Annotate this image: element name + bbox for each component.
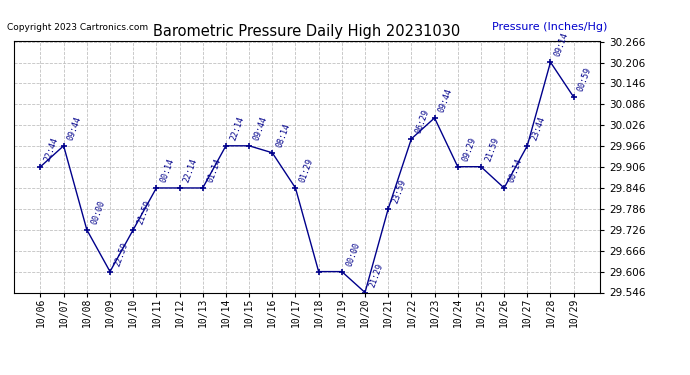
Text: 09:44: 09:44: [252, 115, 269, 142]
Text: 06:29: 06:29: [414, 108, 431, 135]
Text: Pressure (Inches/Hg): Pressure (Inches/Hg): [492, 22, 607, 32]
Text: 09:29: 09:29: [460, 136, 477, 162]
Text: 00:00: 00:00: [90, 199, 107, 226]
Text: 21:59: 21:59: [484, 136, 501, 162]
Text: 00:59: 00:59: [576, 66, 593, 93]
Text: 08:14: 08:14: [275, 122, 292, 148]
Text: 01:29: 01:29: [298, 157, 315, 184]
Text: 00:14: 00:14: [507, 157, 524, 184]
Text: 23:44: 23:44: [530, 115, 547, 142]
Text: 21:59: 21:59: [136, 199, 153, 226]
Text: 21:29: 21:29: [368, 262, 385, 288]
Text: 22:44: 22:44: [43, 136, 60, 162]
Text: 00:14: 00:14: [159, 157, 176, 184]
Text: 09:44: 09:44: [66, 115, 83, 142]
Text: 22:14: 22:14: [182, 157, 199, 184]
Text: 23:59: 23:59: [391, 178, 408, 205]
Text: Copyright 2023 Cartronics.com: Copyright 2023 Cartronics.com: [7, 23, 148, 32]
Text: 09:44: 09:44: [437, 87, 454, 114]
Text: 01:14: 01:14: [206, 157, 222, 184]
Text: 22:59: 22:59: [112, 241, 130, 267]
Title: Barometric Pressure Daily High 20231030: Barometric Pressure Daily High 20231030: [153, 24, 461, 39]
Text: 22:14: 22:14: [228, 115, 246, 142]
Text: 09:14: 09:14: [553, 32, 570, 58]
Text: 00:00: 00:00: [344, 241, 362, 267]
